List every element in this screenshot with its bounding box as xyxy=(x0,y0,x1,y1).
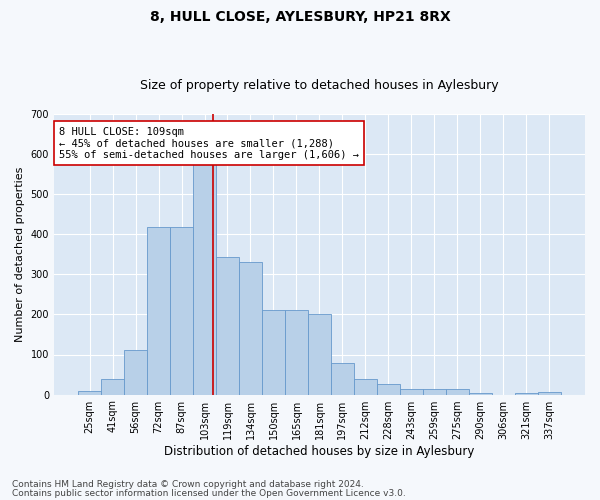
Bar xyxy=(78,392,101,394)
Text: Contains public sector information licensed under the Open Government Licence v3: Contains public sector information licen… xyxy=(12,488,406,498)
Bar xyxy=(469,392,492,394)
Bar xyxy=(262,310,285,394)
Bar xyxy=(331,362,354,394)
Bar xyxy=(423,390,446,394)
Bar xyxy=(193,163,216,394)
Bar xyxy=(216,257,239,394)
Bar xyxy=(354,378,377,394)
Text: 8, HULL CLOSE, AYLESBURY, HP21 8RX: 8, HULL CLOSE, AYLESBURY, HP21 8RX xyxy=(149,10,451,24)
Title: Size of property relative to detached houses in Aylesbury: Size of property relative to detached ho… xyxy=(140,79,499,92)
Bar xyxy=(101,380,124,394)
Y-axis label: Number of detached properties: Number of detached properties xyxy=(15,166,25,342)
Bar xyxy=(147,228,170,394)
Text: Contains HM Land Registry data © Crown copyright and database right 2024.: Contains HM Land Registry data © Crown c… xyxy=(12,480,364,489)
Bar xyxy=(308,314,331,394)
Bar xyxy=(446,390,469,394)
X-axis label: Distribution of detached houses by size in Aylesbury: Distribution of detached houses by size … xyxy=(164,444,475,458)
Bar xyxy=(515,392,538,394)
Bar xyxy=(285,310,308,394)
Bar xyxy=(538,392,561,394)
Bar xyxy=(124,350,147,395)
Bar xyxy=(239,262,262,394)
Bar xyxy=(400,390,423,394)
Bar xyxy=(377,384,400,394)
Bar xyxy=(170,228,193,394)
Text: 8 HULL CLOSE: 109sqm
← 45% of detached houses are smaller (1,288)
55% of semi-de: 8 HULL CLOSE: 109sqm ← 45% of detached h… xyxy=(59,126,359,160)
